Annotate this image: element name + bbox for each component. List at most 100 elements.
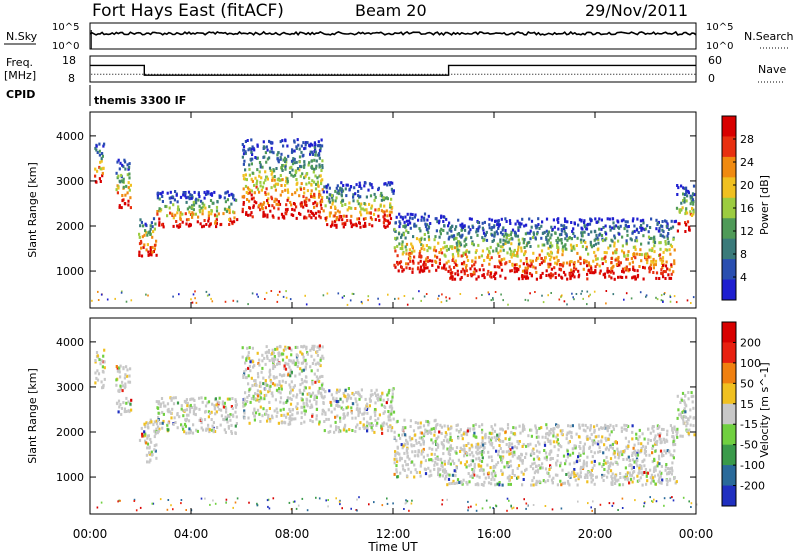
range-cell — [366, 411, 369, 415]
range-cell — [213, 407, 216, 411]
range-cell — [146, 243, 149, 247]
range-cell — [303, 405, 306, 409]
range-cell — [420, 247, 423, 251]
range-cell — [198, 407, 201, 411]
range-cell — [650, 249, 654, 253]
range-cell — [681, 410, 684, 414]
range-cell — [487, 450, 490, 454]
scatter-dot — [268, 507, 271, 510]
range-cell — [265, 393, 268, 397]
scatter-dot — [360, 300, 363, 303]
range-cell — [304, 367, 307, 371]
range-cell — [295, 147, 298, 150]
range-cell — [285, 400, 288, 404]
range-cell — [624, 266, 627, 270]
range-cell — [617, 255, 620, 259]
range-cell — [192, 212, 195, 216]
range-cell — [393, 457, 396, 461]
range-cell — [444, 435, 447, 439]
range-cell — [664, 219, 667, 223]
range-cell — [184, 194, 187, 198]
range-cell — [493, 471, 496, 475]
range-cell — [455, 236, 458, 240]
range-cell — [651, 447, 654, 450]
range-cell — [575, 474, 578, 477]
scatter-dot — [277, 293, 279, 296]
range-cell — [492, 469, 495, 473]
range-cell — [407, 231, 410, 234]
range-cell — [390, 429, 393, 433]
range-cell — [654, 482, 657, 486]
range-cell — [258, 170, 261, 174]
range-cell — [140, 246, 143, 250]
range-cell — [229, 413, 232, 417]
range-cell — [116, 191, 119, 195]
range-cell — [248, 346, 251, 350]
range-cell — [305, 345, 308, 349]
scatter-dot — [470, 505, 472, 508]
range-cell — [370, 206, 373, 210]
range-cell — [565, 437, 568, 441]
range-cell — [274, 188, 277, 192]
range-cell — [414, 468, 417, 472]
range-cell — [442, 229, 445, 232]
scatter-dot — [285, 290, 287, 293]
range-cell — [436, 455, 439, 459]
range-cell — [664, 264, 668, 268]
range-cell — [658, 253, 662, 257]
range-cell — [684, 223, 688, 226]
range-cell — [331, 223, 334, 227]
range-cell — [455, 466, 458, 470]
range-cell — [684, 410, 687, 414]
range-cell — [468, 448, 471, 452]
range-cell — [507, 482, 510, 486]
range-cell — [288, 417, 291, 420]
range-cell — [535, 258, 538, 262]
range-cell — [654, 440, 657, 444]
range-cell — [469, 453, 472, 457]
scatter-dot — [211, 300, 214, 303]
range-cell — [343, 394, 346, 398]
range-cell — [466, 451, 469, 455]
range-cell — [304, 146, 307, 150]
scatter-dot — [267, 498, 270, 501]
scatter-dot — [547, 294, 549, 297]
range-cell — [610, 475, 613, 479]
range-cell — [324, 204, 327, 208]
range-cell — [664, 468, 667, 472]
range-cell — [284, 165, 287, 169]
range-cell — [443, 224, 446, 228]
range-cell — [689, 196, 692, 200]
range-cell — [401, 269, 404, 273]
range-cell — [447, 269, 450, 273]
range-cell — [628, 262, 631, 266]
range-cell — [255, 201, 258, 205]
colorbar-swatch — [722, 218, 736, 240]
range-cell — [405, 252, 408, 256]
range-cell — [443, 468, 447, 472]
scatter-dot — [352, 293, 355, 295]
range-cell — [617, 258, 620, 262]
range-cell — [619, 275, 622, 279]
range-cell — [563, 229, 566, 233]
range-cell — [636, 453, 640, 457]
range-cell — [510, 430, 513, 434]
range-cell — [400, 235, 403, 239]
range-cell — [292, 157, 295, 161]
range-cell — [150, 253, 153, 257]
range-cell — [466, 274, 469, 277]
range-cell — [573, 444, 576, 448]
range-cell — [490, 482, 493, 486]
scatter-dot — [525, 502, 528, 505]
power-ylabel: Slant Range [km] — [26, 162, 39, 258]
range-cell — [303, 344, 306, 348]
range-cell — [389, 418, 392, 422]
range-cell — [180, 423, 183, 427]
range-cell — [419, 464, 422, 468]
range-cell — [453, 482, 456, 485]
range-cell — [655, 218, 658, 222]
range-cell — [547, 262, 550, 266]
range-cell — [262, 202, 265, 206]
range-cell — [315, 402, 318, 406]
scatter-dot — [655, 500, 658, 503]
